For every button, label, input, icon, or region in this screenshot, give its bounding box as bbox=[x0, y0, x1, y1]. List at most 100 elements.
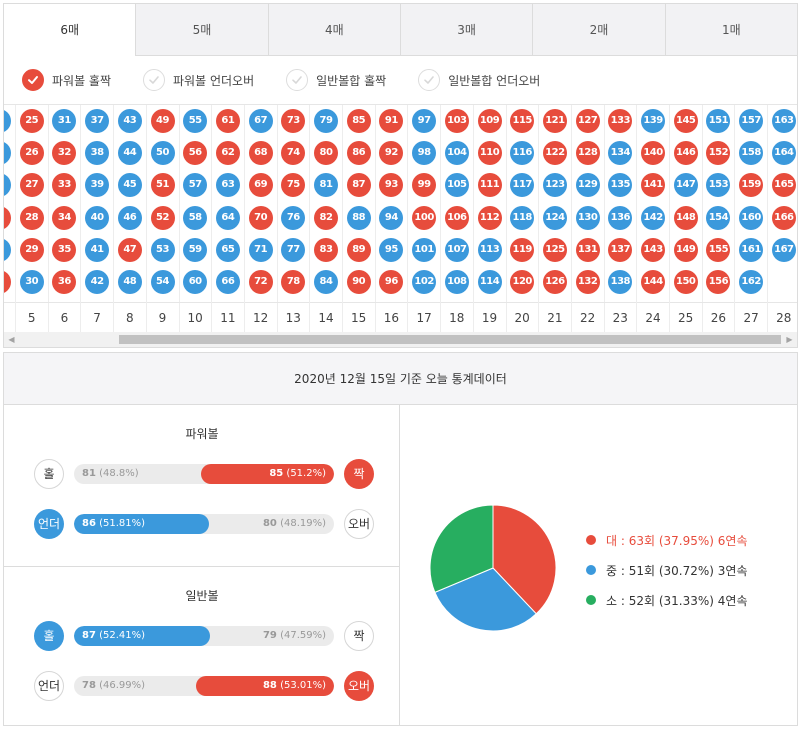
tab-3[interactable]: 3매 bbox=[399, 4, 532, 56]
column-number: 24 bbox=[637, 302, 669, 332]
result-ball: 29 bbox=[19, 237, 44, 262]
result-ball: 106 bbox=[444, 205, 469, 230]
result-ball: 97 bbox=[412, 109, 437, 133]
result-column: 157 158 159 160 161 162 27 bbox=[735, 105, 769, 332]
column-number: 8 bbox=[113, 302, 146, 332]
result-ball: 95 bbox=[379, 237, 404, 262]
result-ball: 127 bbox=[575, 109, 600, 133]
filter-label: 일반볼합 홀짝 bbox=[316, 73, 387, 88]
filter-powerball-odd-even[interactable]: 파워볼 홀짝 bbox=[22, 69, 111, 91]
column-number: 14 bbox=[310, 302, 342, 332]
scroll-left-icon[interactable]: ◀ bbox=[8, 335, 15, 344]
result-column: 49 50 51 52 53 54 9 bbox=[146, 105, 180, 332]
tab-1[interactable]: 1매 bbox=[664, 4, 797, 56]
result-ball: 143 bbox=[641, 237, 665, 262]
result-ball: 126 bbox=[542, 270, 567, 294]
filter-normal-odd-even[interactable]: 일반볼합 홀짝 bbox=[286, 69, 386, 91]
result-ball: 158 bbox=[739, 141, 764, 166]
check-icon[interactable] bbox=[418, 69, 441, 91]
ratio-bar: 78 (46.99%) 88 (53.01%) bbox=[74, 676, 334, 696]
result-ball: 89 bbox=[346, 237, 371, 262]
stats-panel: 2020년 12월 15일 기준 오늘 통계데이터 파워볼 홀 81 (48.8… bbox=[3, 352, 798, 726]
pie-slice-small bbox=[429, 504, 494, 594]
column-number: 18 bbox=[440, 302, 473, 332]
tab-4[interactable]: 4매 bbox=[267, 4, 400, 56]
result-grid[interactable]: 25 26 27 28 29 30 5 31 32 33 34 35 36 6 37 38 39 40 41 42 7 4… bbox=[4, 104, 797, 332]
result-ball: 157 bbox=[739, 109, 764, 133]
result-column: 61 62 63 64 65 66 11 bbox=[211, 105, 245, 332]
pie-pane: 대 : 63회 (37.95%) 6연속 중 : 51회 (30.72%) 3연… bbox=[401, 405, 797, 725]
filter-normal-under-over[interactable]: 일반볼합 언더오버 bbox=[418, 69, 540, 91]
result-ball: 44 bbox=[117, 141, 142, 166]
result-ball: 40 bbox=[85, 205, 110, 230]
result-ball: 76 bbox=[281, 205, 306, 230]
result-ball: 149 bbox=[673, 237, 698, 262]
legend-text: 중 : 51회 (30.72%) 3연속 bbox=[606, 563, 748, 578]
powerball-section: 파워볼 홀 81 (48.8%) 85 (51.2%) 짝 언더 86 (51.… bbox=[4, 405, 400, 566]
result-ball: 42 bbox=[85, 270, 110, 294]
result-ball: 87 bbox=[346, 173, 371, 198]
result-ball: 116 bbox=[510, 141, 535, 166]
result-ball: 78 bbox=[281, 270, 306, 294]
result-column: 163 164 165 166 167 28 bbox=[767, 105, 797, 332]
result-ball: 164 bbox=[771, 141, 796, 166]
tab-6[interactable]: 6매 bbox=[4, 4, 136, 57]
result-ball: 47 bbox=[117, 237, 142, 262]
pie-slice-medium bbox=[434, 567, 537, 632]
column-number: 22 bbox=[571, 302, 604, 332]
result-column: 73 74 75 76 77 78 13 bbox=[277, 105, 311, 332]
result-ball: 66 bbox=[215, 270, 240, 294]
result-ball: 162 bbox=[739, 270, 764, 294]
result-column: 91 92 93 94 95 96 16 bbox=[375, 105, 409, 332]
result-ball: 85 bbox=[346, 109, 371, 133]
result-ball bbox=[4, 109, 11, 133]
check-icon[interactable] bbox=[286, 69, 309, 91]
result-column: 79 80 81 82 83 84 14 bbox=[310, 105, 343, 332]
check-icon[interactable] bbox=[22, 69, 44, 91]
result-ball: 90 bbox=[346, 270, 371, 294]
tab-5[interactable]: 5매 bbox=[135, 4, 267, 56]
result-ball: 125 bbox=[542, 237, 567, 262]
result-ball: 75 bbox=[281, 173, 306, 198]
result-ball: 55 bbox=[183, 109, 208, 133]
even-stat: 79 (47.59%) bbox=[262, 630, 326, 641]
result-ball: 46 bbox=[117, 205, 142, 230]
result-column: 37 38 39 40 41 42 7 bbox=[81, 105, 115, 332]
tab-2[interactable]: 2매 bbox=[532, 4, 664, 56]
result-ball: 81 bbox=[314, 173, 338, 198]
result-ball: 102 bbox=[412, 270, 437, 294]
result-column: 109 110 111 112 113 114 19 bbox=[473, 105, 507, 332]
odd-badge: 홀 bbox=[34, 621, 64, 651]
filter-powerball-under-over[interactable]: 파워볼 언더오버 bbox=[143, 69, 254, 91]
result-ball: 110 bbox=[477, 141, 502, 166]
legend-item-small: 소 : 52회 (31.33%) 4연속 bbox=[586, 585, 748, 615]
result-column: 103 104 105 106 107 108 18 bbox=[440, 105, 474, 332]
result-ball: 60 bbox=[183, 270, 208, 294]
column-number: 17 bbox=[408, 302, 441, 332]
under-stat: 78 (46.99%) bbox=[82, 680, 146, 691]
result-ball: 51 bbox=[150, 173, 175, 198]
scroll-right-icon[interactable]: ▶ bbox=[786, 335, 793, 344]
scrollbar-thumb[interactable] bbox=[119, 335, 781, 344]
result-ball: 154 bbox=[706, 205, 731, 230]
column-number: 27 bbox=[735, 302, 768, 332]
powerball-odd-even-row: 홀 81 (48.8%) 85 (51.2%) 짝 bbox=[34, 459, 374, 489]
column-number bbox=[4, 302, 15, 332]
result-ball: 150 bbox=[673, 270, 698, 294]
horizontal-scrollbar[interactable]: ◀ ▶ bbox=[4, 332, 797, 347]
result-ball: 113 bbox=[477, 237, 502, 262]
odd-fill: 87 (52.41%) bbox=[74, 626, 211, 646]
even-badge: 짝 bbox=[344, 459, 374, 489]
even-fill: 85 (51.2%) bbox=[200, 464, 334, 484]
legend-item-large: 대 : 63회 (37.95%) 6연속 bbox=[586, 525, 748, 555]
check-icon[interactable] bbox=[143, 69, 166, 91]
result-ball: 104 bbox=[444, 141, 469, 166]
result-ball: 73 bbox=[281, 109, 306, 133]
legend-item-medium: 중 : 51회 (30.72%) 3연속 bbox=[586, 555, 748, 585]
pie-legend: 대 : 63회 (37.95%) 6연속 중 : 51회 (30.72%) 3연… bbox=[586, 525, 748, 615]
result-ball: 159 bbox=[739, 173, 764, 198]
column-number: 28 bbox=[767, 302, 797, 332]
result-ball: 72 bbox=[248, 270, 273, 294]
odd-stat: 81 (48.8%) bbox=[82, 468, 139, 479]
result-ball: 28 bbox=[19, 205, 44, 230]
